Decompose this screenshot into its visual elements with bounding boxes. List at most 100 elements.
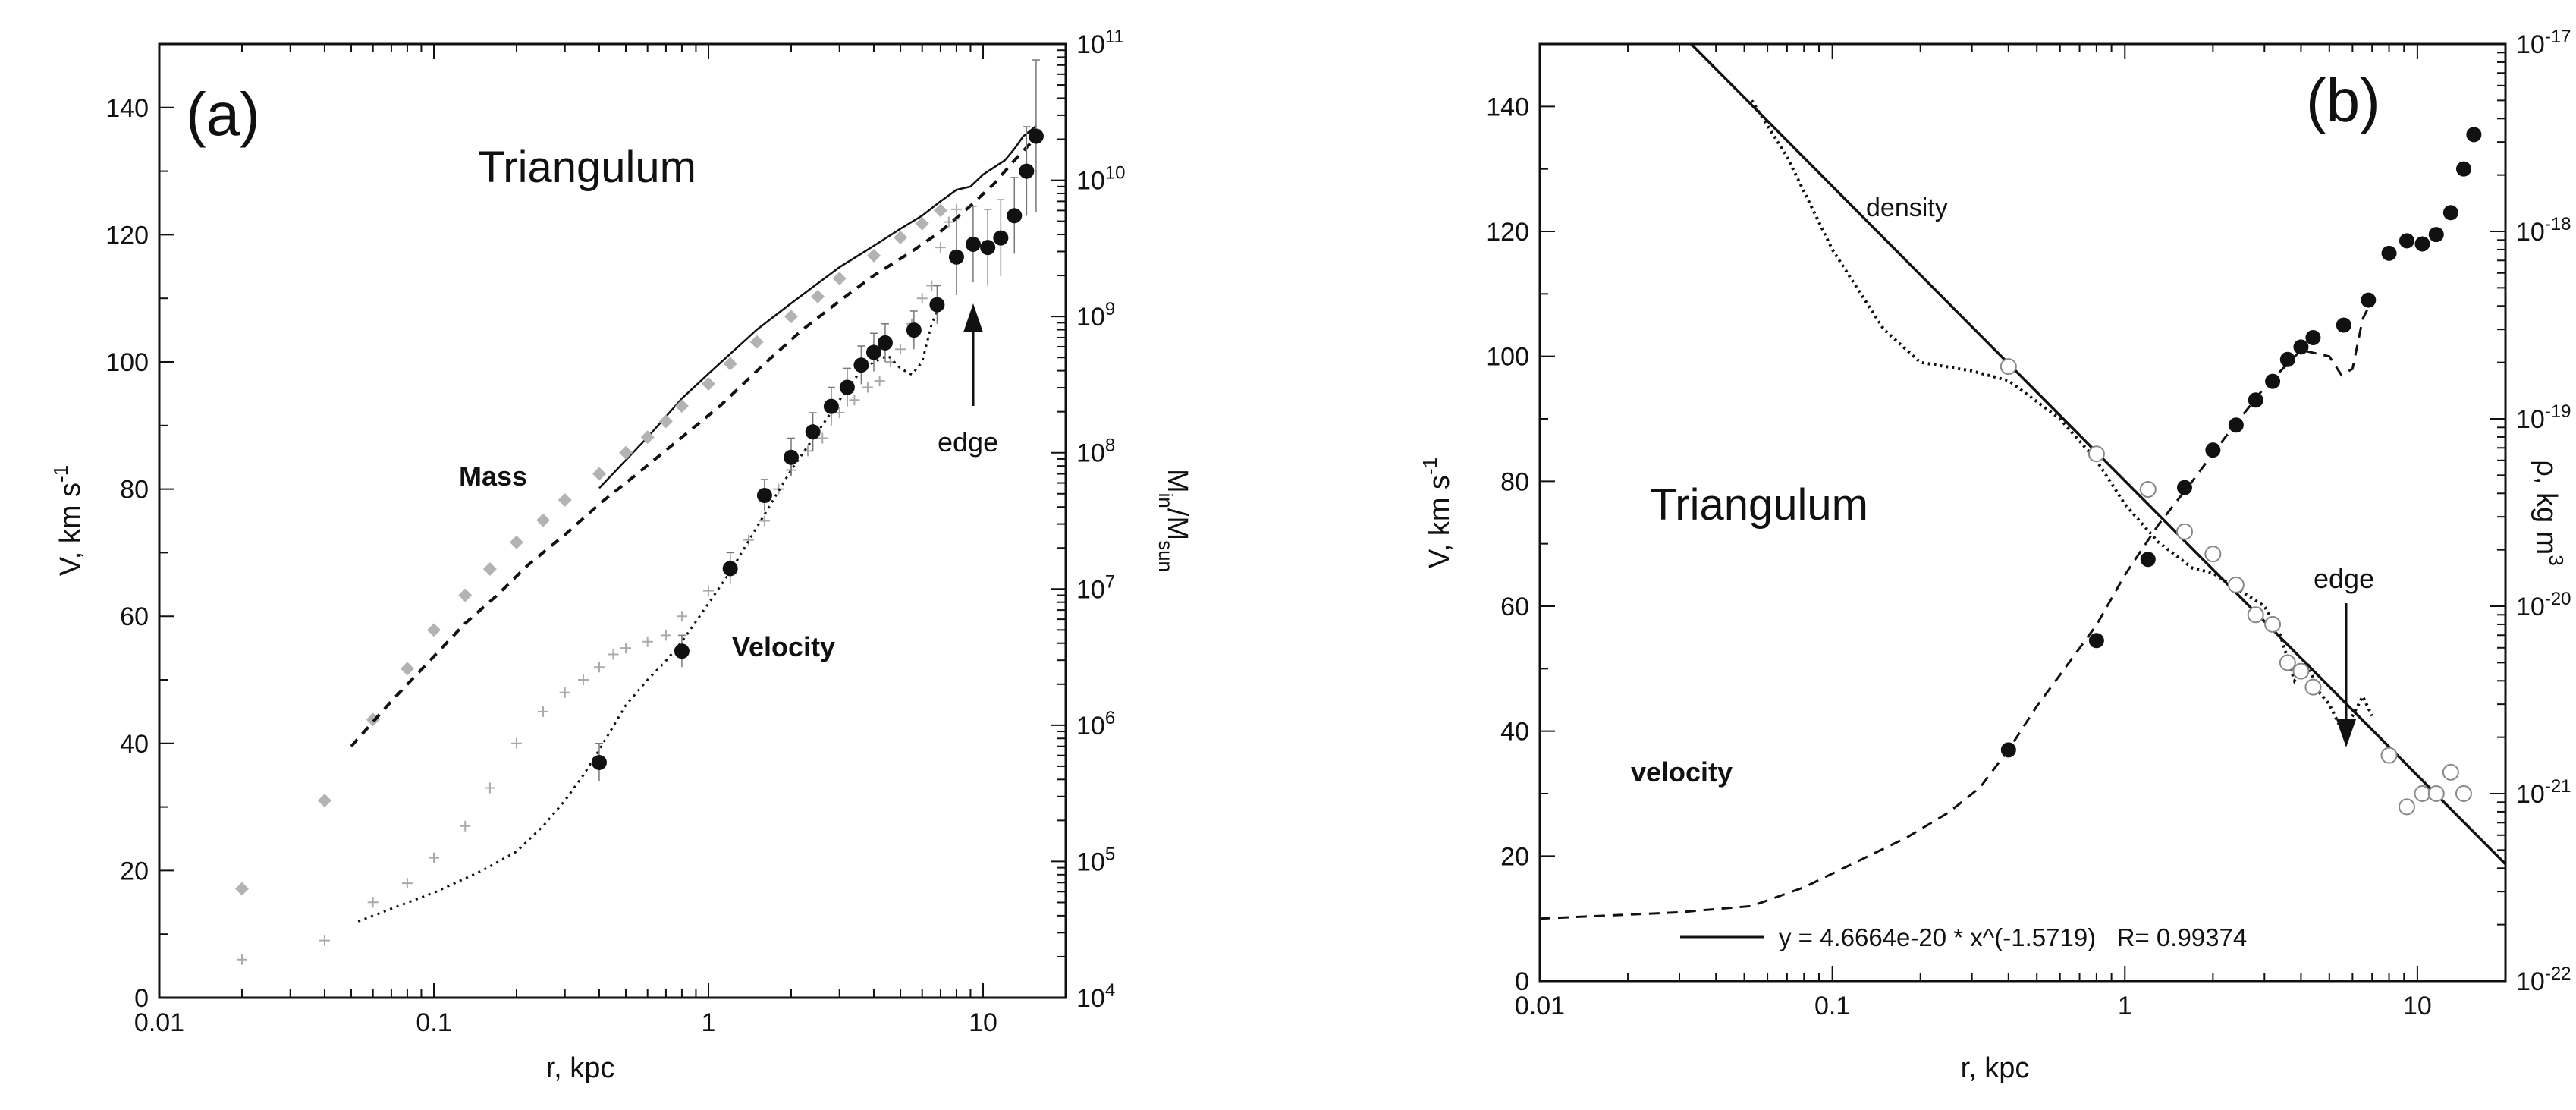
panel-a-x-axis-label: r, kpc — [546, 1052, 615, 1084]
density-open-circle-point — [2304, 678, 2322, 696]
velocity-circle-point — [2399, 233, 2414, 249]
velocity-cross-point — [834, 407, 845, 419]
y-tick-label: 40 — [120, 730, 149, 759]
velocity-circle-point — [980, 240, 996, 256]
panel-b-edge-arrow-head — [2336, 719, 2356, 747]
velocity-circle-point — [865, 344, 881, 360]
y-tick-label: 60 — [1500, 593, 1529, 621]
y-tick-label: 120 — [105, 221, 149, 250]
velocity-cross-point — [559, 687, 570, 698]
density-open-circle-point — [2398, 798, 2415, 816]
velocity-circle-point — [2442, 205, 2458, 221]
velocity-cross-point — [703, 585, 715, 596]
velocity-cross-point — [429, 852, 440, 863]
mass-diamond-point — [482, 562, 497, 577]
velocity-circle-point — [839, 379, 855, 395]
velocity-circle-point — [2176, 480, 2192, 495]
x-tick-label: 0.01 — [1515, 992, 1565, 1020]
velocity-circle-point — [1007, 208, 1023, 224]
density-open-circle-point — [2000, 358, 2017, 376]
y-tick-label: 0 — [1515, 967, 1529, 996]
right-y-tick-label: 10-18 — [2516, 214, 2571, 247]
y-tick-label: 40 — [1500, 718, 1529, 747]
panel-b-velocity-annotation: velocity — [1631, 756, 1733, 788]
velocity-cross-point — [743, 534, 754, 546]
density-open-circle-point — [2380, 747, 2398, 764]
x-tick-label: 0.01 — [134, 1008, 184, 1037]
x-tick-label: 1 — [2118, 992, 2132, 1020]
panel-a-frame — [158, 42, 1067, 999]
velocity-cross-point — [895, 344, 906, 355]
y-tick-label: 20 — [120, 857, 149, 885]
x-tick-label: 0.1 — [1814, 992, 1850, 1020]
panel-a-left-y-axis-label: V, km s-1 — [49, 465, 86, 576]
right-y-tick-label: 10-20 — [2516, 589, 2571, 621]
right-y-tick-label: 107 — [1076, 571, 1115, 604]
mass-diamond-point — [640, 430, 655, 445]
panel-b-title: Triangulum — [1650, 480, 1868, 530]
panel-b-left-y-ticks: 0 20 40 60 80 100 120 140 — [1486, 43, 1555, 996]
panel-a-title: Triangulum — [478, 143, 696, 192]
panel-a-x-ticks: 0.01 0.1 1 10 — [134, 44, 1067, 1037]
velocity-cross-point — [367, 897, 379, 908]
velocity-cross-point — [802, 445, 813, 457]
density-open-circle-point — [2088, 445, 2105, 463]
velocity-cross-point — [319, 935, 330, 946]
velocity-cross-point — [484, 782, 495, 794]
velocity-cross-point — [577, 674, 589, 685]
velocity-circle-point — [823, 398, 839, 414]
density-open-circle-point — [2247, 606, 2264, 624]
velocity-cross-point — [862, 382, 873, 393]
density-open-circle-point — [2139, 481, 2157, 498]
right-y-tick-label: 108 — [1076, 436, 1115, 468]
mass-diamond-point — [427, 623, 441, 637]
panel-b-left-y-axis-label: V, km s-1 — [1418, 458, 1456, 568]
right-y-tick-label: 109 — [1076, 299, 1115, 332]
y-tick-label: 0 — [134, 984, 149, 1013]
x-tick-label: 0.1 — [416, 1008, 451, 1037]
velocity-circle-point — [877, 335, 893, 351]
panel-b: 0.01 0.1 1 10 0 20 40 60 80 100 120 140 10-22 10-21… — [1418, 27, 2571, 1084]
x-tick-label: 10 — [969, 1008, 997, 1037]
velocity-cross-point — [676, 611, 687, 622]
density-open-circle-point — [2427, 785, 2445, 802]
velocity-circle-point — [929, 297, 945, 313]
y-tick-label: 100 — [1486, 343, 1529, 372]
mass-diamond-point — [866, 248, 881, 263]
velocity-cross-point — [608, 649, 619, 660]
velocity-circle-point — [906, 322, 922, 338]
y-tick-label: 60 — [120, 602, 149, 631]
y-tick-label: 20 — [1500, 842, 1529, 871]
panel-a-edge-annotation: edge — [938, 426, 998, 458]
mass-diamond-point — [536, 513, 551, 527]
mass-model-solid-line — [598, 125, 1037, 489]
density-open-circle-point — [2455, 785, 2472, 802]
density-open-circle-point — [2414, 785, 2431, 802]
velocity-circle-point — [2248, 392, 2263, 408]
mass-diamond-point — [234, 882, 249, 896]
velocity-cross-point — [460, 820, 471, 832]
velocity-circle-point — [2293, 339, 2309, 355]
velocity-circle-point — [2205, 442, 2221, 458]
velocity-circle-point — [674, 643, 690, 659]
velocity-cross-point — [874, 376, 885, 387]
mass-diamond-point — [749, 335, 764, 349]
velocity-model-dotted-line — [357, 303, 942, 923]
right-y-tick-label: 106 — [1076, 708, 1115, 741]
velocity-cross-point — [236, 954, 247, 965]
mass-diamond-point — [702, 377, 716, 391]
panel-a-velocity-annotation: Velocity — [732, 631, 835, 662]
velocity-circle-point — [2361, 292, 2377, 308]
density-open-circle-point — [2292, 662, 2310, 680]
panel-b-right-y-axis-label: ρ, kg m3 — [2530, 460, 2568, 566]
mass-diamond-point — [832, 272, 847, 286]
mass-diamond-point — [894, 231, 908, 245]
y-tick-label: 80 — [1500, 467, 1529, 496]
panel-a-right-y-axis-label: Min/Msun — [1154, 469, 1193, 572]
velocity-circle-point — [2088, 633, 2104, 649]
y-tick-label: 100 — [105, 348, 149, 377]
density-open-circle-point — [2204, 546, 2222, 563]
panel-a-mass-annotation: Mass — [459, 461, 527, 492]
